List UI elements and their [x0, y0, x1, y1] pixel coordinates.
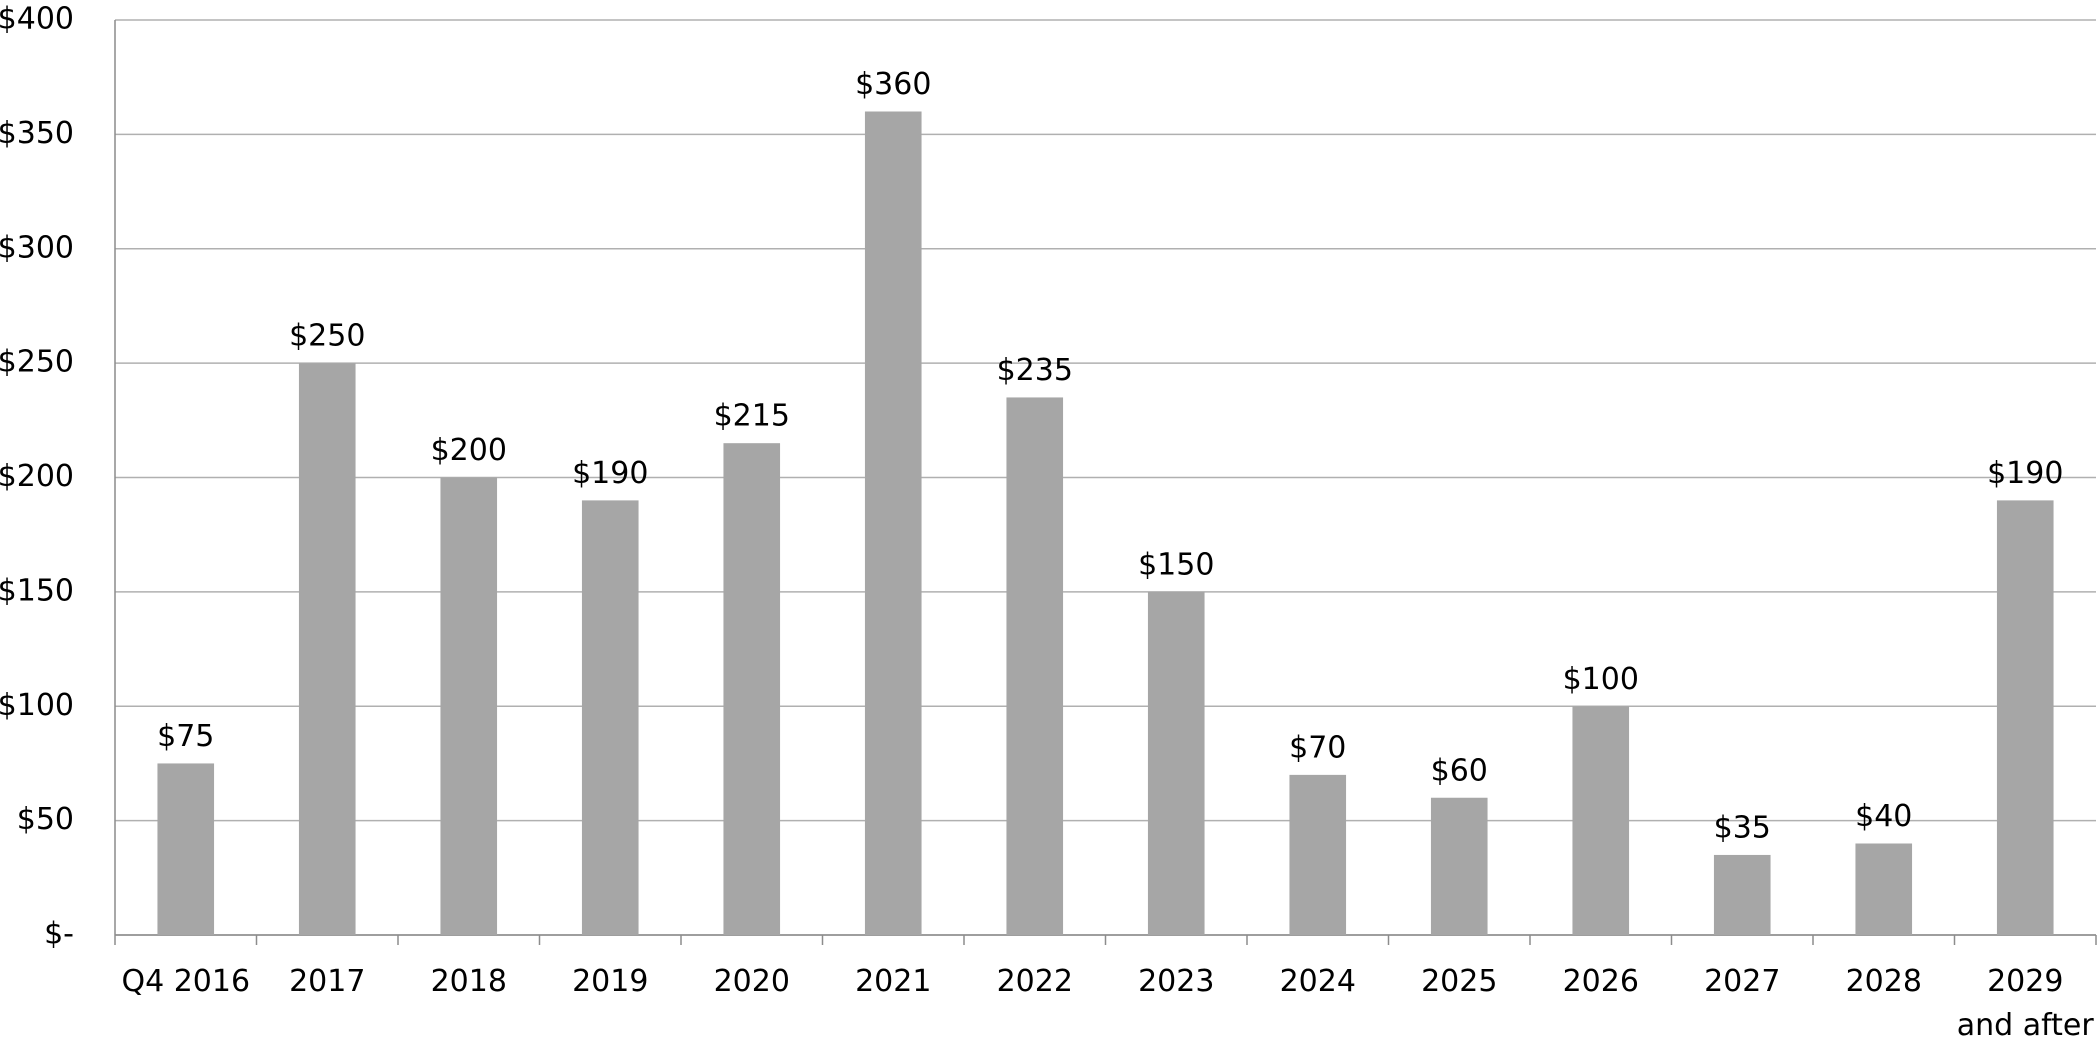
data-label: $35 — [1714, 810, 1771, 845]
bar — [440, 477, 498, 935]
x-tick-label: 2023 — [1138, 964, 1215, 999]
bar — [723, 443, 781, 935]
bar — [298, 363, 356, 935]
y-tick-label: $50 — [17, 802, 74, 837]
bar — [1996, 500, 2054, 935]
x-tick-label: 2025 — [1421, 964, 1498, 999]
bar — [1855, 843, 1913, 935]
y-tick-label: $350 — [0, 116, 74, 151]
data-label: $70 — [1289, 730, 1346, 765]
y-tick-label: $150 — [0, 573, 74, 608]
bar — [1006, 397, 1064, 935]
data-label: $235 — [997, 353, 1073, 388]
y-tick-label: $100 — [0, 688, 74, 723]
x-tick-label: 2028 — [1845, 964, 1922, 999]
bar — [1713, 854, 1771, 935]
bar — [1289, 774, 1347, 935]
x-tick-label: 2024 — [1279, 964, 1356, 999]
x-tick-label: 2026 — [1562, 964, 1639, 999]
y-tick-label: $400 — [0, 2, 74, 37]
x-tick-label: 2020 — [713, 964, 790, 999]
data-label: $190 — [1987, 456, 2063, 491]
bar — [1430, 797, 1488, 935]
data-label: $60 — [1431, 753, 1488, 788]
data-label: $150 — [1138, 547, 1214, 582]
x-tick-label: Q4 2016 — [121, 964, 251, 999]
data-label: $360 — [855, 67, 931, 102]
y-tick-label: $250 — [0, 345, 74, 380]
data-label: $190 — [572, 456, 648, 491]
data-label: $250 — [289, 319, 365, 354]
data-label: $215 — [714, 399, 790, 434]
data-label: $200 — [431, 433, 507, 468]
bar — [581, 500, 639, 935]
y-tick-label: $- — [44, 917, 74, 952]
y-tick-label: $200 — [0, 459, 74, 494]
y-tick-label: $300 — [0, 230, 74, 265]
x-tick-label: 2027 — [1704, 964, 1781, 999]
x-tick-label: 2029 and after — [1956, 964, 2094, 1043]
data-label: $75 — [157, 719, 214, 754]
data-label: $100 — [1563, 662, 1639, 697]
bar — [1147, 591, 1205, 935]
x-tick-label: 2022 — [996, 964, 1073, 999]
x-tick-label: 2017 — [289, 964, 366, 999]
bar — [864, 111, 922, 935]
x-tick-label: 2018 — [430, 964, 507, 999]
bar — [1572, 706, 1630, 935]
bar — [157, 763, 215, 935]
data-label: $40 — [1855, 799, 1912, 834]
x-tick-label: 2021 — [855, 964, 932, 999]
x-tick-label: 2019 — [572, 964, 649, 999]
